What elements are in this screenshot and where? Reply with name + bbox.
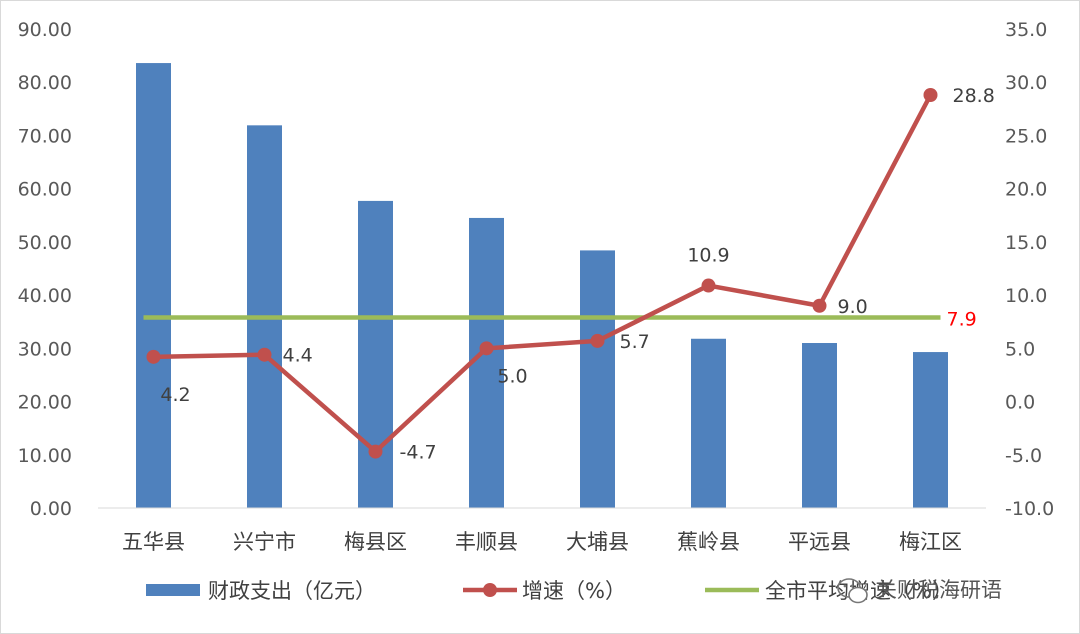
watermark-text: 关财税海研语 xyxy=(876,578,1002,602)
right-tick-label: 15.0 xyxy=(1005,232,1047,254)
right-tick-label: 35.0 xyxy=(1005,19,1047,41)
category-label: 丰顺县 xyxy=(455,530,518,554)
left-tick-label: 40.00 xyxy=(18,285,72,307)
growth-data-label: 4.4 xyxy=(283,345,313,367)
growth-data-label: -4.7 xyxy=(400,442,437,464)
category-label: 兴宁市 xyxy=(233,530,296,554)
growth-data-label: 4.2 xyxy=(160,384,190,406)
bar xyxy=(469,217,504,508)
legend-swatch-bar xyxy=(146,584,200,596)
left-tick-label: 0.00 xyxy=(30,498,72,520)
growth-point xyxy=(923,87,938,102)
bar xyxy=(691,338,726,508)
category-axis: 五华县 兴宁市 梅县区 丰顺县 大埔县 蕉岭县 平远县 梅江区 xyxy=(122,530,962,554)
left-tick-label: 90.00 xyxy=(18,19,72,41)
growth-point xyxy=(701,278,716,293)
legend-label: 增速（%） xyxy=(522,579,626,603)
left-tick-label: 10.00 xyxy=(18,445,72,467)
legend-label: 财政支出（亿元） xyxy=(208,579,376,603)
growth-data-label: 5.7 xyxy=(620,331,650,353)
wechat-icon xyxy=(837,578,868,604)
growth-data-label: 5.0 xyxy=(497,365,527,387)
bar xyxy=(580,250,615,508)
bar xyxy=(802,343,837,508)
bar xyxy=(136,63,171,508)
growth-point xyxy=(479,341,494,356)
right-tick-label: 30.0 xyxy=(1005,72,1047,94)
growth-point xyxy=(257,347,272,362)
left-tick-label: 70.00 xyxy=(18,125,72,147)
left-tick-label: 50.00 xyxy=(18,232,72,254)
right-tick-label: 5.0 xyxy=(1005,338,1035,360)
left-tick-label: 80.00 xyxy=(18,72,72,94)
bar xyxy=(358,200,393,508)
left-tick-label: 20.00 xyxy=(18,392,72,414)
watermark: 关财税海研语 xyxy=(837,578,1002,604)
growth-series xyxy=(146,87,938,459)
category-label: 大埔县 xyxy=(566,530,629,554)
growth-point xyxy=(812,298,827,313)
right-tick-label: 20.0 xyxy=(1005,179,1047,201)
right-tick-label: -5.0 xyxy=(1005,445,1042,467)
bar xyxy=(913,352,948,508)
category-label: 梅江区 xyxy=(899,530,962,554)
data-labels: 4.2 4.4 -4.7 5.0 5.7 10.9 9.0 28.8 7.9 xyxy=(160,85,994,464)
average-data-label: 7.9 xyxy=(947,308,977,330)
growth-data-label: 28.8 xyxy=(953,85,995,107)
right-tick-label: 25.0 xyxy=(1005,125,1047,147)
right-tick-label: 10.0 xyxy=(1005,285,1047,307)
growth-data-label: 10.9 xyxy=(687,245,729,267)
right-axis: -10.0 -5.0 0.0 5.0 10.0 15.0 20.0 25.0 30.0 35.0 xyxy=(1005,19,1054,520)
growth-point xyxy=(146,349,161,364)
growth-point xyxy=(368,444,383,459)
left-axis: 0.00 10.00 20.00 30.00 40.00 50.00 60.00 70.00 8… xyxy=(18,19,72,520)
legend-swatch-marker xyxy=(483,583,497,597)
growth-data-label: 9.0 xyxy=(838,296,868,318)
left-tick-label: 60.00 xyxy=(18,179,72,201)
legend: 财政支出（亿元）增速（%）全市平均增速（%） xyxy=(146,579,953,603)
growth-line xyxy=(153,93,933,454)
category-label: 蕉岭县 xyxy=(677,530,740,554)
category-label: 梅县区 xyxy=(344,530,407,554)
right-tick-label: 0.0 xyxy=(1005,392,1035,414)
right-tick-label: -10.0 xyxy=(1005,498,1054,520)
category-label: 五华县 xyxy=(122,530,185,554)
growth-point xyxy=(590,333,605,348)
left-tick-label: 30.00 xyxy=(18,338,72,360)
category-label: 平远县 xyxy=(788,530,851,554)
